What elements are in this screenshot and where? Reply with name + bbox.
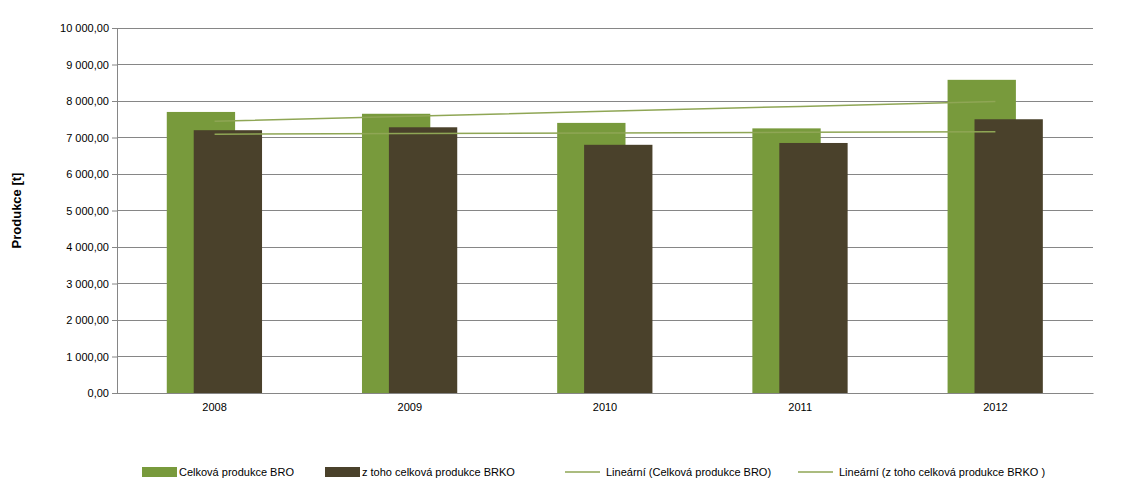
legend-label: Celková produkce BRO bbox=[179, 466, 294, 478]
y-tick-label: 2 000,00 bbox=[66, 314, 109, 326]
y-tick: 7 000,00 bbox=[66, 132, 117, 144]
x-tick-label: 2009 bbox=[398, 401, 422, 413]
y-tick-mark bbox=[112, 101, 117, 102]
y-tick-mark bbox=[112, 28, 117, 29]
bar-series bbox=[167, 80, 1016, 393]
y-tick-mark bbox=[112, 247, 117, 248]
y-tick-mark bbox=[112, 393, 117, 394]
marks bbox=[167, 80, 1043, 393]
y-tick-label: 8 000,00 bbox=[66, 95, 109, 107]
y-tick-mark bbox=[112, 138, 117, 139]
trend-line bbox=[215, 132, 996, 134]
y-tick-label: 1 000,00 bbox=[66, 351, 109, 363]
y-tick: 0,00 bbox=[88, 387, 117, 399]
y-tick: 8 000,00 bbox=[66, 95, 117, 107]
grid bbox=[117, 28, 1093, 393]
y-tick-label: 7 000,00 bbox=[66, 132, 109, 144]
y-tick-label: 0,00 bbox=[88, 387, 109, 399]
y-tick: 4 000,00 bbox=[66, 241, 117, 253]
legend-label: Lineární (z toho celková produkce BRKO ) bbox=[839, 466, 1045, 478]
x-axis-line bbox=[118, 393, 1094, 394]
chart: 0,00 1 000,00 2 000,00 3 000,00 4 000,00 5 00… bbox=[0, 0, 1132, 500]
bar bbox=[389, 127, 457, 393]
y-tick-label: 4 000,00 bbox=[66, 241, 109, 253]
plot-area: 0,00 1 000,00 2 000,00 3 000,00 4 000,00 5 00… bbox=[60, 22, 1093, 413]
x-tick: 2010 bbox=[593, 401, 617, 413]
bar bbox=[584, 145, 652, 393]
x-axis: 2008 2009 2010 2011 2012 bbox=[118, 394, 1094, 413]
y-tick-mark bbox=[112, 174, 117, 175]
grid-line bbox=[117, 101, 1093, 102]
x-tick: 2008 bbox=[202, 401, 226, 413]
y-axis-line bbox=[117, 29, 118, 394]
y-tick-mark bbox=[112, 284, 117, 285]
grid-line bbox=[117, 28, 1093, 29]
legend-swatch bbox=[798, 471, 833, 473]
x-tick-label: 2011 bbox=[788, 401, 812, 413]
bar-series bbox=[194, 119, 1043, 393]
grid-line bbox=[117, 64, 1093, 65]
y-tick-label: 3 000,00 bbox=[66, 278, 109, 290]
y-tick-label: 6 000,00 bbox=[66, 168, 109, 180]
y-tick: 10 000,00 bbox=[60, 22, 117, 34]
legend-item: Celková produkce BRO bbox=[142, 466, 294, 478]
y-tick-label: 9 000,00 bbox=[66, 59, 109, 71]
y-tick: 3 000,00 bbox=[66, 278, 117, 290]
bar bbox=[194, 130, 262, 393]
y-tick: 6 000,00 bbox=[66, 168, 117, 180]
legend-item: Lineární (Celková produkce BRO) bbox=[565, 466, 771, 478]
legend: Celková produkce BRO z toho celková produ… bbox=[142, 466, 1045, 478]
legend-label: Lineární (Celková produkce BRO) bbox=[606, 466, 771, 478]
trend-line bbox=[215, 101, 996, 121]
x-tick: 2011 bbox=[788, 401, 812, 413]
x-tick-label: 2012 bbox=[983, 401, 1007, 413]
legend-item: z toho celková produkce BRKO bbox=[325, 466, 515, 478]
x-tick-label: 2008 bbox=[202, 401, 226, 413]
bar bbox=[779, 143, 847, 393]
y-tick: 5 000,00 bbox=[66, 205, 117, 217]
y-axis: 0,00 1 000,00 2 000,00 3 000,00 4 000,00 5 00… bbox=[60, 22, 117, 399]
legend-swatch bbox=[142, 467, 177, 477]
y-tick: 1 000,00 bbox=[66, 351, 117, 363]
y-tick-label: 5 000,00 bbox=[66, 205, 109, 217]
legend-item: Lineární (z toho celková produkce BRKO ) bbox=[798, 466, 1045, 478]
y-tick-mark bbox=[112, 320, 117, 321]
y-tick-mark bbox=[112, 65, 117, 66]
y-tick: 9 000,00 bbox=[66, 59, 117, 71]
x-tick: 2009 bbox=[398, 401, 422, 413]
x-tick-label: 2010 bbox=[593, 401, 617, 413]
y-tick-label: 10 000,00 bbox=[60, 22, 109, 34]
legend-label: z toho celková produkce BRKO bbox=[362, 466, 515, 478]
legend-swatch bbox=[565, 471, 600, 473]
legend-swatch bbox=[325, 467, 360, 477]
x-tick: 2012 bbox=[983, 401, 1007, 413]
y-axis-title: Produkce [t] bbox=[9, 173, 24, 249]
y-tick-mark bbox=[112, 211, 117, 212]
y-tick: 2 000,00 bbox=[66, 314, 117, 326]
y-tick-mark bbox=[112, 357, 117, 358]
bar bbox=[975, 119, 1043, 393]
